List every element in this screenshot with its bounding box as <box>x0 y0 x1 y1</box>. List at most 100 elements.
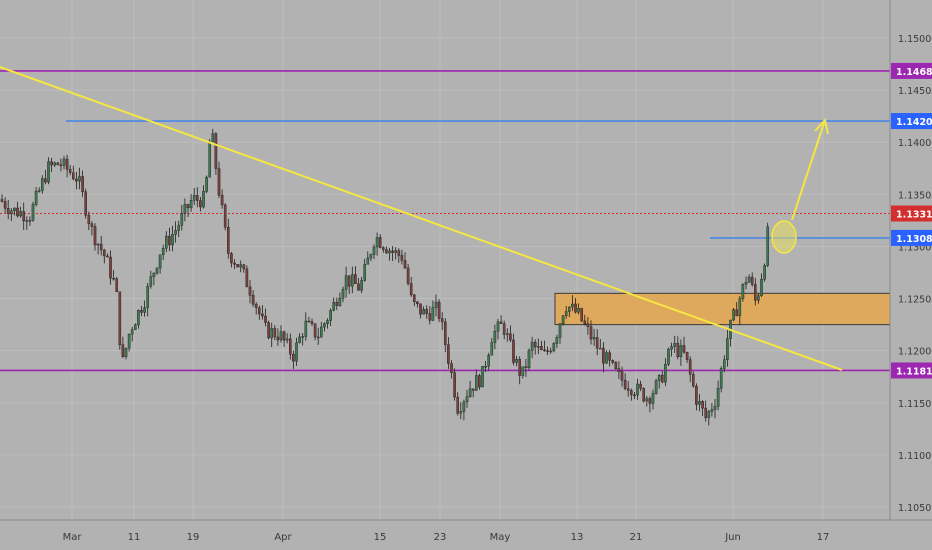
candle-body <box>716 388 720 407</box>
candle-body <box>115 278 118 292</box>
candle-body <box>378 237 382 248</box>
candle-body <box>428 313 432 321</box>
candle-body <box>642 388 645 402</box>
candle-body <box>757 295 760 301</box>
candle-body <box>676 343 680 358</box>
candle-body <box>397 250 401 256</box>
candle-body <box>719 368 723 389</box>
candle-body <box>96 243 100 246</box>
candle-body <box>580 308 583 322</box>
y-tick-label: 1.12500 <box>898 295 932 306</box>
candle-body <box>289 338 292 355</box>
candle-body <box>199 200 202 208</box>
candle-body <box>673 343 676 347</box>
candle-body <box>447 344 450 364</box>
trendline <box>0 66 843 371</box>
candle-body <box>375 237 379 248</box>
price-axis-bg <box>890 0 932 550</box>
time-axis[interactable]: Mar 11 19 Apr 15 23 May 13 21 Jun 17 <box>0 519 932 550</box>
candle-body <box>146 285 150 308</box>
candle-body <box>270 328 274 339</box>
candle-body <box>245 268 249 288</box>
candle-body <box>688 359 692 375</box>
candle-body <box>698 401 701 405</box>
candle-body <box>192 195 196 201</box>
candle-body <box>56 162 60 166</box>
x-tick-label: Mar <box>63 532 83 543</box>
candle-body <box>310 321 314 324</box>
candle-body <box>710 409 714 412</box>
candle-body <box>639 383 642 389</box>
candle-body <box>338 298 342 306</box>
candle-body <box>450 363 453 373</box>
candle-body <box>195 195 199 201</box>
candle-body <box>493 331 497 343</box>
candle-body <box>347 275 351 287</box>
candle-body <box>614 362 618 369</box>
price-axis[interactable]: 1.15000 1.14500 1.14000 1.13500 1.13000 1.125… <box>889 0 932 550</box>
candle-body <box>484 366 487 368</box>
candle-body <box>555 337 559 344</box>
candle-body <box>766 226 769 266</box>
candle-body <box>586 323 590 327</box>
candle-body <box>208 141 212 178</box>
candle-body <box>419 303 422 315</box>
candle-body <box>704 407 707 418</box>
candle-body <box>667 348 670 365</box>
candle-body <box>242 264 246 270</box>
x-tick-label: 21 <box>630 532 643 543</box>
candle-body <box>568 306 571 312</box>
candle-body <box>679 345 683 358</box>
candle-body <box>431 307 435 321</box>
candle-body <box>53 162 56 166</box>
candle-body <box>391 250 394 253</box>
candle-body <box>239 264 243 268</box>
candle-body <box>561 315 565 325</box>
candle-body <box>723 359 726 369</box>
candle-body <box>409 283 413 296</box>
candle-body <box>571 303 574 308</box>
candle-body <box>738 298 742 317</box>
candle-body <box>180 213 184 226</box>
candle-body <box>84 191 87 216</box>
candle-body <box>3 201 7 209</box>
y-tick-label: 1.11000 <box>898 451 932 462</box>
candle-body <box>456 396 460 414</box>
candle-body <box>518 359 521 376</box>
candle-body <box>99 243 103 251</box>
candle-body <box>558 323 562 338</box>
candle-body <box>577 308 580 313</box>
candle-body <box>589 326 593 340</box>
candle-body <box>183 204 187 214</box>
candle-body <box>344 275 348 290</box>
support-zone-layer <box>554 292 891 326</box>
time-axis-bg <box>0 520 932 550</box>
candle-body <box>19 211 22 217</box>
candle-body <box>143 307 146 313</box>
candle-body <box>664 363 667 383</box>
candle-body <box>282 331 286 341</box>
y-tick-label: 1.14000 <box>898 138 932 149</box>
candle-body <box>608 352 611 361</box>
candle-body <box>37 190 41 192</box>
candle-body <box>692 374 695 387</box>
candle-body <box>313 323 317 338</box>
candle-body <box>112 278 115 280</box>
candle-body <box>202 191 205 208</box>
candle-body <box>369 254 373 259</box>
candle-body <box>354 274 357 284</box>
price-tag-bg <box>891 362 932 379</box>
candle-body <box>434 301 438 308</box>
candle-body <box>487 354 491 367</box>
candle-body <box>34 190 38 205</box>
support-zone <box>554 292 891 326</box>
price-tag: 1.13082 <box>896 234 932 245</box>
candle-body <box>515 359 518 363</box>
candle-body <box>406 267 410 284</box>
candle-body <box>25 220 29 222</box>
candle-body <box>316 336 320 339</box>
candle-body <box>31 204 35 221</box>
candle-body <box>189 200 193 209</box>
